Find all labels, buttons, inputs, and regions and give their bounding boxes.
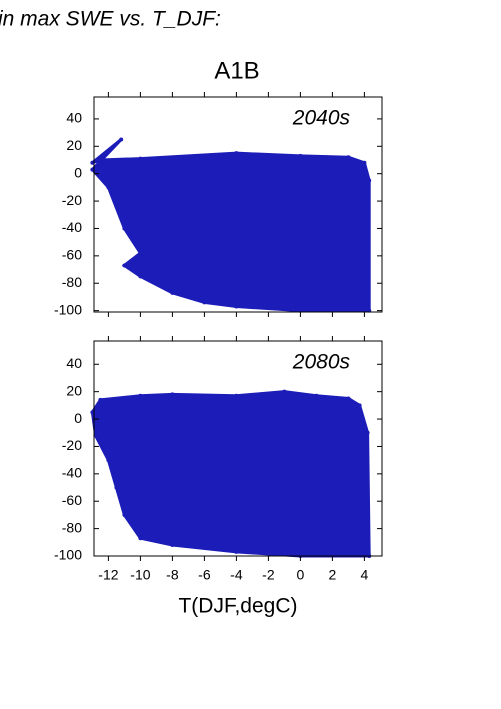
y-tick-label: 40 (66, 355, 82, 371)
y-tick-label: -20 (62, 437, 82, 453)
y-tick-label: 40 (66, 110, 82, 126)
plot-frame (93, 96, 383, 313)
point (138, 274, 143, 279)
point (234, 549, 239, 554)
x-tick-label: -10 (130, 567, 150, 583)
point (138, 156, 143, 161)
x-axis-label: T(DJF,degC) (178, 595, 297, 618)
point (314, 393, 319, 398)
point (98, 397, 103, 402)
point (282, 389, 287, 394)
point (170, 543, 175, 548)
point (138, 393, 143, 398)
point (138, 251, 143, 256)
x-tick-label: -12 (98, 567, 118, 583)
point (357, 403, 362, 408)
y-tick-label: -40 (62, 219, 82, 235)
point (90, 410, 95, 415)
point (346, 396, 351, 401)
point (122, 263, 127, 268)
point (90, 160, 95, 165)
point (138, 536, 143, 541)
y-tick-label: -100 (54, 547, 82, 563)
point (106, 185, 111, 190)
point (298, 153, 303, 158)
x-tick-label: -6 (198, 567, 211, 583)
y-tick-label: 20 (66, 382, 82, 398)
point (122, 512, 127, 517)
point (346, 155, 351, 160)
point (98, 157, 103, 162)
x-tick-label: -2 (262, 567, 275, 583)
point (93, 433, 98, 438)
plot-frame (93, 340, 383, 557)
y-tick-label: -20 (62, 192, 82, 208)
point (114, 485, 119, 490)
x-tick-label: -4 (230, 567, 243, 583)
x-tick-label: 2 (329, 567, 337, 583)
point (170, 290, 175, 295)
x-tick-label: 4 (361, 567, 369, 583)
point (122, 226, 127, 231)
panel-annotation: 2040s (292, 107, 351, 130)
x-tick-label: -8 (166, 567, 179, 583)
point (119, 137, 124, 142)
panel-title: A1B (214, 57, 259, 84)
page-title: in max SWE vs. T_DJF: (0, 8, 221, 31)
y-tick-label: 0 (74, 410, 82, 426)
y-tick-label: -40 (62, 465, 82, 481)
point (202, 300, 207, 305)
x-tick-label: 0 (297, 567, 305, 583)
y-tick-label: -100 (54, 301, 82, 317)
point (367, 178, 372, 183)
y-tick-label: -80 (62, 519, 82, 535)
point (106, 458, 111, 463)
y-tick-label: 20 (66, 137, 82, 153)
y-tick-label: -60 (62, 492, 82, 508)
point (365, 430, 370, 435)
y-tick-label: 0 (74, 164, 82, 180)
y-tick-label: -60 (62, 247, 82, 263)
point (170, 392, 175, 397)
point-cloud (90, 138, 371, 313)
point (362, 160, 367, 165)
y-tick-label: -80 (62, 274, 82, 290)
point (234, 393, 239, 398)
point (234, 151, 239, 156)
point-cloud (90, 390, 371, 558)
point (234, 304, 239, 309)
point (90, 167, 95, 172)
panel-annotation: 2080s (292, 351, 351, 374)
